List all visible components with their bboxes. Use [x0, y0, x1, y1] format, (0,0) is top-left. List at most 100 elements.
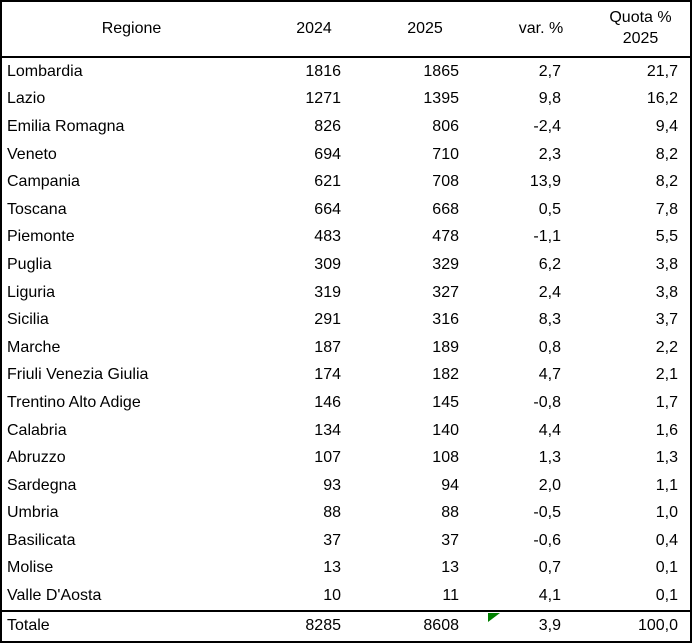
value-2025-cell: 11 [442, 587, 459, 605]
table-row: Piemonte 483 478 -1,1 5,5 [1, 224, 691, 252]
quota-pct-cell: 5,5 [655, 228, 678, 246]
value-2025-cell: 88 [441, 504, 459, 522]
quota-pct-cell: 1,6 [655, 421, 678, 439]
value-2024-cell: 483 [314, 228, 341, 246]
value-2025-cell: 1395 [423, 90, 459, 108]
region-name-cell: Abruzzo [7, 449, 66, 467]
table-row: Umbria 88 88 -0,5 1,0 [1, 500, 691, 528]
value-2025-cell: 140 [432, 421, 459, 439]
table-row: Molise 13 13 0,7 0,1 [1, 555, 691, 583]
value-2024-cell: 88 [323, 504, 341, 522]
table-row: Sicilia 291 316 8,3 3,7 [1, 306, 691, 334]
region-name-cell: Puglia [7, 255, 52, 273]
quota-pct-cell: 3,8 [655, 283, 678, 301]
var-pct-cell: 6,2 [538, 255, 561, 273]
value-2025-cell: 145 [432, 393, 459, 411]
value-2025-cell: 708 [432, 173, 459, 191]
total-quota-pct-cell: 100,0 [637, 617, 678, 635]
value-2025-cell: 710 [432, 145, 459, 163]
var-pct-cell: 0,7 [538, 559, 561, 577]
total-2025-cell: 8608 [423, 617, 459, 635]
table-row: Basilicata 37 37 -0,6 0,4 [1, 527, 691, 555]
value-2024-cell: 1271 [305, 90, 341, 108]
table-body: Lombardia 1816 1865 2,7 21,7 Lazio 1271 1395 9,8… [1, 57, 691, 611]
total-2024-cell: 8285 [305, 617, 341, 635]
region-name-cell: Sardegna [7, 476, 77, 494]
table-row: Marche 187 189 0,8 2,2 [1, 334, 691, 362]
value-2025-cell: 1865 [423, 62, 459, 80]
region-name-cell: Liguria [7, 283, 56, 301]
quota-pct-cell: 7,8 [655, 200, 678, 218]
table-row: Puglia 309 329 6,2 3,8 [1, 251, 691, 279]
column-header-regione: Regione [101, 19, 162, 37]
value-2024-cell: 37 [323, 531, 341, 549]
region-name-cell: Toscana [7, 200, 67, 218]
value-2025-cell: 668 [432, 200, 459, 218]
value-2025-cell: 94 [441, 476, 459, 494]
table-row: Valle D'Aosta 10 11 4,1 0,1 [1, 582, 691, 611]
column-header-2024: 2024 [296, 19, 332, 37]
quota-pct-cell: 1,7 [655, 393, 678, 411]
value-2024-cell: 1816 [305, 62, 341, 80]
value-2024-cell: 694 [314, 145, 341, 163]
value-2024-cell: 826 [314, 117, 341, 135]
var-pct-cell: 0,5 [538, 200, 561, 218]
region-name-cell: Basilicata [7, 531, 76, 549]
value-2025-cell: 806 [432, 117, 459, 135]
value-2025-cell: 478 [432, 228, 459, 246]
quota-pct-cell: 0,4 [655, 531, 678, 549]
region-name-cell: Valle D'Aosta [7, 587, 102, 605]
total-label-cell: Totale [7, 617, 50, 635]
var-pct-cell: 0,8 [538, 338, 561, 356]
total-row: Totale 8285 8608 3,9 100,0 [1, 610, 691, 642]
region-name-cell: Calabria [7, 421, 67, 439]
table-row: Sardegna 93 94 2,0 1,1 [1, 472, 691, 500]
quota-pct-cell: 16,2 [646, 90, 678, 108]
var-pct-cell: -0,6 [533, 531, 561, 549]
table-row: Campania 621 708 13,9 8,2 [1, 168, 691, 196]
var-pct-cell: 2,7 [538, 62, 561, 80]
var-pct-cell: -0,5 [533, 504, 561, 522]
region-name-cell: Sicilia [7, 311, 49, 329]
var-pct-cell: 4,4 [538, 421, 561, 439]
table-row: Calabria 134 140 4,4 1,6 [1, 417, 691, 445]
column-header-quota-pct: Quota % 2025 [573, 1, 691, 57]
value-2024-cell: 319 [314, 283, 341, 301]
quota-pct-cell: 21,7 [646, 62, 678, 80]
table-row: Toscana 664 668 0,5 7,8 [1, 196, 691, 224]
var-pct-cell: 1,3 [538, 449, 561, 467]
quota-pct-cell: 0,1 [655, 559, 678, 577]
quota-pct-cell: 0,1 [655, 587, 678, 605]
value-2025-cell: 37 [441, 531, 459, 549]
value-2024-cell: 134 [314, 421, 341, 439]
var-pct-cell: 2,4 [538, 283, 561, 301]
var-pct-cell: 2,0 [538, 476, 561, 494]
region-name-cell: Lombardia [7, 62, 83, 80]
value-2025-cell: 182 [432, 366, 459, 384]
header-row: Regione 2024 2025 var. % Quota % 2025 [1, 1, 691, 57]
column-header-2025: 2025 [407, 19, 443, 37]
var-pct-cell: 4,7 [538, 366, 561, 384]
var-pct-cell: -2,4 [533, 117, 561, 135]
region-name-cell: Friuli Venezia Giulia [7, 366, 149, 384]
quota-pct-cell: 2,2 [655, 338, 678, 356]
value-2024-cell: 107 [314, 449, 341, 467]
quota-pct-cell: 3,8 [655, 255, 678, 273]
value-2025-cell: 189 [432, 338, 459, 356]
value-2024-cell: 93 [323, 476, 341, 494]
quota-pct-cell: 9,4 [655, 117, 678, 135]
region-name-cell: Emilia Romagna [7, 117, 125, 135]
table-row: Emilia Romagna 826 806 -2,4 9,4 [1, 113, 691, 141]
table-row: Veneto 694 710 2,3 8,2 [1, 141, 691, 169]
region-name-cell: Lazio [7, 90, 46, 108]
var-pct-cell: 13,9 [529, 173, 561, 191]
quota-pct-cell: 3,7 [655, 311, 678, 329]
quota-pct-cell: 2,1 [655, 366, 678, 384]
value-2024-cell: 146 [314, 393, 341, 411]
value-2024-cell: 621 [314, 173, 341, 191]
table-row: Liguria 319 327 2,4 3,8 [1, 279, 691, 307]
region-name-cell: Marche [7, 338, 61, 356]
value-2024-cell: 309 [314, 255, 341, 273]
value-2025-cell: 108 [432, 449, 459, 467]
